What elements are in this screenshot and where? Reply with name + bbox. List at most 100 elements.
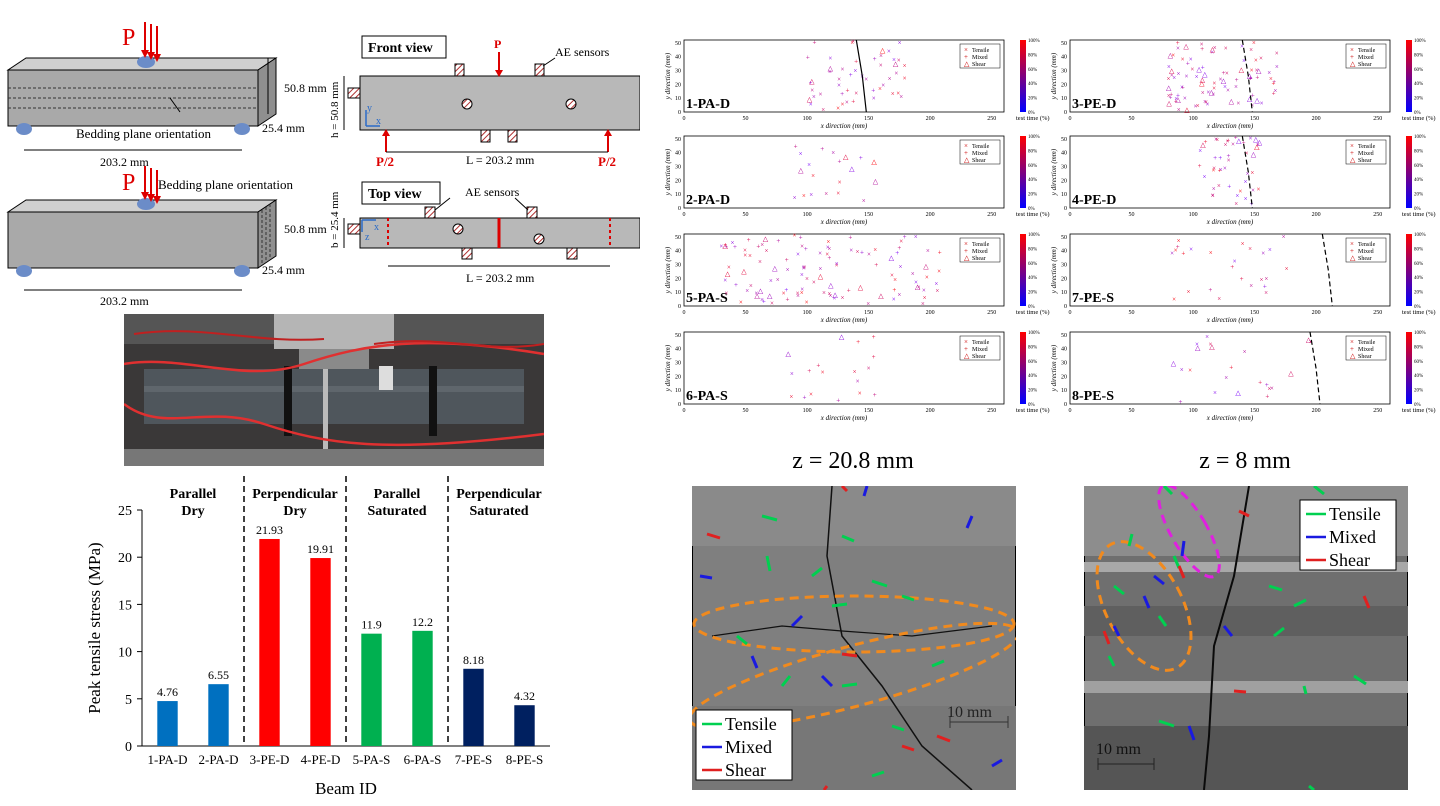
x-tick-label: 2-PA-D xyxy=(199,752,239,767)
ae-event-point: △ xyxy=(798,167,804,175)
ae-event-point: × xyxy=(1211,91,1215,99)
ct-1-legend-mixed: Mixed xyxy=(725,737,772,757)
colorbar-tick-label: 80% xyxy=(1414,149,1423,154)
ae-event-point: × xyxy=(818,91,822,99)
front-view-title: Front view xyxy=(368,41,434,56)
ae-event-point: △ xyxy=(807,95,813,103)
x-tick-label: 50 xyxy=(743,212,749,218)
panel-id-label: 5-PA-S xyxy=(686,291,728,306)
ae-event-point: × xyxy=(914,233,918,241)
x-axis-title: x direction (mm) xyxy=(1206,122,1254,130)
ae-event-point: + xyxy=(1176,91,1180,99)
y-tick-label: 30 xyxy=(1061,68,1067,74)
ae-event-point: × xyxy=(724,290,728,298)
colorbar-title: test time (%) xyxy=(1402,309,1436,316)
ae-event-point: × xyxy=(1250,101,1254,109)
ae-event-point: × xyxy=(1249,135,1253,143)
legend-label: Tensile xyxy=(972,340,990,346)
ae-event-point: × xyxy=(937,268,941,276)
ae-event-point: + xyxy=(1208,286,1212,294)
ae-event-point: + xyxy=(872,353,876,361)
x-tick-label: 0 xyxy=(1069,310,1072,316)
ae-event-point: △ xyxy=(1251,150,1257,158)
bar xyxy=(157,701,178,746)
ae-sensors-label-2: AE sensors xyxy=(465,185,520,199)
legend-label: Shear xyxy=(972,256,986,262)
colorbar-tick-label: 0% xyxy=(1028,403,1035,408)
colorbar-tick-label: 100% xyxy=(1028,331,1040,336)
ae-event-point: + xyxy=(1271,80,1275,88)
ae-event-point: × xyxy=(1233,258,1237,266)
ae-event-point: + xyxy=(784,286,788,294)
x-tick-label: 8-PE-S xyxy=(506,752,544,767)
ae-event-point: × xyxy=(850,39,854,47)
ae-event-point: × xyxy=(1170,72,1174,80)
x-tick-label: 250 xyxy=(987,408,996,414)
colorbar-title: test time (%) xyxy=(1016,309,1050,316)
legend-symbol: + xyxy=(1350,345,1354,353)
colorbar-tick-label: 60% xyxy=(1028,164,1037,169)
x-tick-label: 100 xyxy=(1189,408,1198,414)
ae-event-point: + xyxy=(873,55,877,63)
ae-event-point: △ xyxy=(767,292,773,300)
ae-event-point: + xyxy=(820,145,824,153)
x-tick-label: 200 xyxy=(1312,116,1321,122)
x-axis-title: x direction (mm) xyxy=(820,414,868,422)
group-label: Dry xyxy=(283,504,306,519)
ae-event-point: × xyxy=(1223,83,1227,91)
legend-label: Tensile xyxy=(1358,144,1376,150)
group-label: Parallel xyxy=(374,487,421,502)
ae-event-point: × xyxy=(1208,341,1212,349)
y-tick-label: 10 xyxy=(1061,388,1067,394)
ae-event-point: × xyxy=(1251,187,1255,195)
colorbar-tick-label: 0% xyxy=(1414,111,1421,116)
ae-event-point: △ xyxy=(1257,139,1263,147)
ae-event-point: + xyxy=(1249,74,1253,82)
y-tick-label: 0 xyxy=(1064,206,1067,212)
ae-event-point: × xyxy=(1172,295,1176,303)
legend-symbol: × xyxy=(964,142,968,150)
ae-event-point: × xyxy=(769,277,773,285)
ae-event-point: × xyxy=(739,299,743,307)
bar-value-label: 6.55 xyxy=(208,668,229,682)
ae-event-point: △ xyxy=(1210,45,1216,53)
ae-event-point: × xyxy=(1249,46,1253,54)
ae-event-point: + xyxy=(1235,76,1239,84)
x-axis-title: x direction (mm) xyxy=(820,218,868,226)
x-tick-label: 150 xyxy=(864,116,873,122)
ae-event-point: + xyxy=(848,233,852,241)
ae-event-point: × xyxy=(1249,282,1253,290)
ae-event-point: × xyxy=(1241,240,1245,248)
y-tick-label: 0 xyxy=(125,740,132,755)
ae-event-point: × xyxy=(837,76,841,84)
ae-event-point: × xyxy=(836,105,840,113)
ae-event-point: × xyxy=(899,263,903,271)
ae-event-point: × xyxy=(790,370,794,378)
ae-event-point: △ xyxy=(1247,72,1253,80)
ae-event-point: × xyxy=(818,250,822,258)
y-tick-label: 40 xyxy=(675,249,681,255)
load-label-2: P xyxy=(122,170,135,196)
ae-event-point: △ xyxy=(849,165,855,173)
x-tick-label: 250 xyxy=(1373,408,1382,414)
colorbar-tick-label: 40% xyxy=(1414,178,1423,183)
y-tick-label: 0 xyxy=(1064,110,1067,116)
legend-label: Shear xyxy=(972,62,986,68)
ae-event-point: × xyxy=(782,290,786,298)
x-tick-label: 100 xyxy=(803,212,812,218)
ae-event-point: × xyxy=(821,106,825,114)
x-tick-label: 6-PA-S xyxy=(404,752,442,767)
x-tick-label: 100 xyxy=(1189,116,1198,122)
y-tick-label: 30 xyxy=(675,360,681,366)
x-tick-label: 50 xyxy=(1129,310,1135,316)
bar-value-label: 4.32 xyxy=(514,689,535,703)
ae-event-point: × xyxy=(1260,276,1264,284)
plot-frame xyxy=(1069,39,1391,113)
ae-event-point: + xyxy=(1168,93,1172,101)
y-tick-label: 10 xyxy=(1061,290,1067,296)
y-tick-label: 0 xyxy=(678,402,681,408)
x-tick-label: 150 xyxy=(1250,212,1259,218)
y-axis-title: y direction (mm) xyxy=(1050,52,1058,100)
ae-event-point: × xyxy=(923,294,927,302)
panel-id-label: 7-PE-S xyxy=(1072,291,1114,306)
